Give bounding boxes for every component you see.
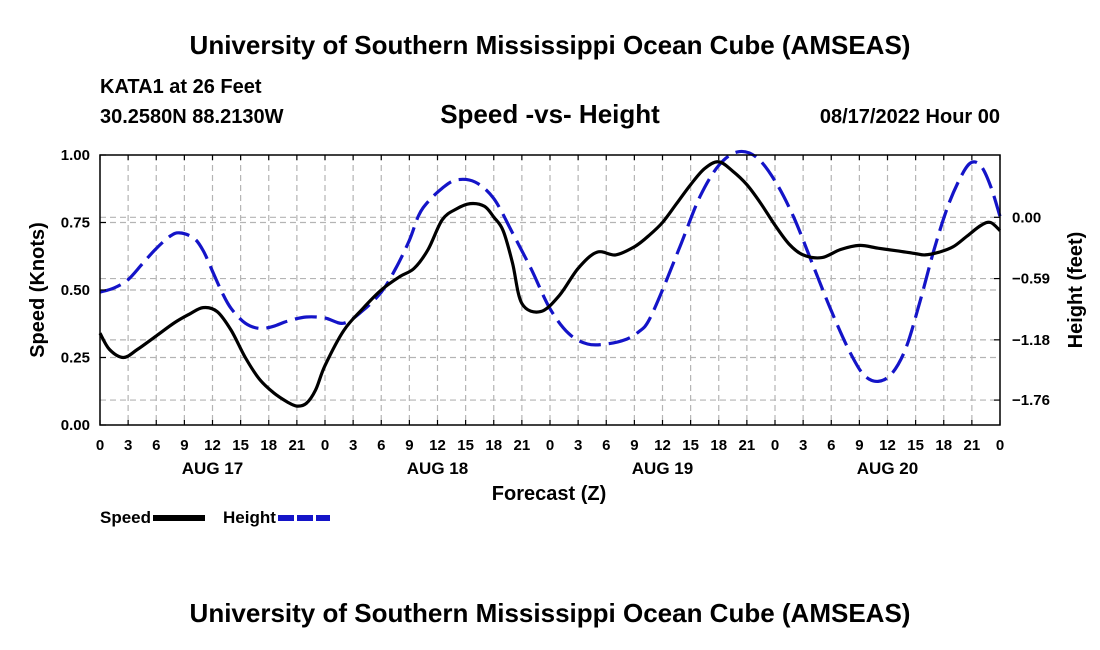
forecast-date: 08/17/2022 Hour 00 [819, 106, 1000, 128]
x-tick-label: 0 [996, 437, 1004, 454]
y-tick-label: 0.00 [61, 417, 90, 434]
x-tick-label: 3 [574, 437, 582, 454]
x-tick-label: 21 [739, 437, 756, 454]
page-title: University of Southern Mississippi Ocean… [189, 30, 911, 60]
legend-height-label: Height [223, 508, 276, 527]
x-tick-label: 3 [124, 437, 132, 454]
x-tick-label: 9 [855, 437, 863, 454]
station-label: KATA1 at 26 Feet [100, 76, 262, 98]
x-tick-label: 12 [879, 437, 896, 454]
chart-legend: Speed Height [100, 508, 330, 528]
x-tick-label: 0 [546, 437, 554, 454]
x-tick-label: 0 [771, 437, 779, 454]
series-layer [98, 149, 1002, 408]
x-tick-label: 12 [429, 437, 446, 454]
x-tick-label: 3 [349, 437, 357, 454]
x-tick-label: 9 [405, 437, 413, 454]
day-label: AUG 20 [857, 459, 918, 478]
series-line-height [99, 149, 1002, 384]
x-tick-label: 6 [377, 437, 385, 454]
x-tick-label: 9 [630, 437, 638, 454]
chart-subtitle: Speed -vs- Height [440, 99, 660, 129]
y-axis-label: Speed (Knots) [27, 222, 49, 358]
footer-title: University of Southern Mississippi Ocean… [189, 598, 911, 628]
x-tick-label: 0 [321, 437, 329, 454]
legend-speed-swatch [153, 515, 206, 521]
day-label: AUG 19 [632, 459, 693, 478]
x-tick-label: 18 [260, 437, 277, 454]
y2-tick-label: 0.00 [1012, 209, 1041, 226]
x-tick-label: 18 [935, 437, 952, 454]
day-label: AUG 18 [407, 459, 468, 478]
x-axis-label: Forecast (Z) [492, 483, 606, 505]
x-tick-label: 15 [457, 437, 474, 454]
y2-axis-label: Height (feet) [1065, 232, 1087, 349]
y2-tick-label: −0.59 [1012, 271, 1050, 288]
x-tick-label: 12 [654, 437, 671, 454]
x-tick-label: 15 [907, 437, 924, 454]
x-tick-label: 18 [710, 437, 727, 454]
x-tick-label: 0 [96, 437, 104, 454]
axis-layer: 0 3 6 9 12 15 18 21 0 3 6 9 12 15 18 21 0 3 6 9 12 15 18 21 0 3 6 9… [61, 147, 1050, 478]
x-tick-label: 21 [964, 437, 981, 454]
legend-height-swatch [277, 515, 330, 521]
x-tick-label: 6 [602, 437, 610, 454]
day-label: AUG 17 [182, 459, 243, 478]
x-tick-label: 6 [152, 437, 160, 454]
x-tick-label: 15 [682, 437, 699, 454]
x-tick-label: 21 [514, 437, 531, 454]
series-line-speed [98, 160, 1002, 408]
y-tick-label: 1.00 [61, 147, 90, 164]
y-tick-label: 0.25 [61, 350, 90, 367]
y-tick-label: 0.75 [61, 215, 90, 232]
x-tick-label: 21 [289, 437, 306, 454]
y2-tick-label: −1.18 [1012, 332, 1050, 349]
x-tick-label: 9 [180, 437, 188, 454]
x-tick-label: 15 [232, 437, 249, 454]
x-tick-label: 18 [485, 437, 502, 454]
station-coordinates: 30.2580N 88.2130W [100, 106, 284, 128]
x-tick-label: 12 [204, 437, 221, 454]
y-tick-label: 0.50 [61, 282, 90, 299]
legend-speed-label: Speed [100, 508, 152, 527]
x-tick-label: 6 [827, 437, 835, 454]
grid-lines [100, 155, 1000, 425]
x-tick-label: 3 [799, 437, 807, 454]
y2-tick-label: −1.76 [1012, 392, 1050, 409]
